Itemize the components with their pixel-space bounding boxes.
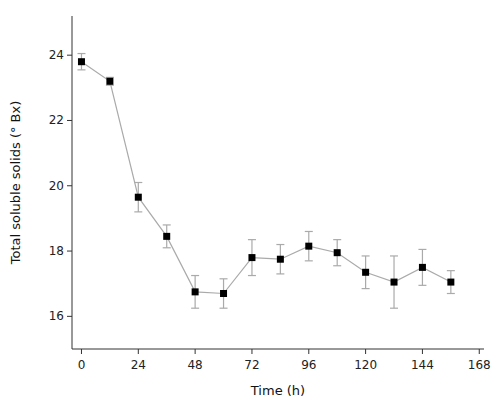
x-tick-label: 0: [78, 358, 86, 372]
error-bar: [77, 54, 85, 70]
error-bar-cap: [447, 270, 455, 271]
error-bar-cap: [77, 69, 85, 70]
error-bar-cap: [220, 278, 228, 279]
data-point: [419, 264, 426, 271]
y-axis-line: [72, 16, 73, 349]
error-bar: [333, 240, 341, 266]
chart-svg: 0 24 48 72 96 120 144 168 16 18 20 22 24 Time (h) Tota…: [0, 0, 500, 411]
error-bar-cap: [191, 275, 199, 276]
y-tick-label: 20: [49, 179, 64, 193]
y-axis-label: Total soluble solids (° Bx): [8, 101, 23, 266]
x-tick: [479, 349, 480, 354]
error-bar: [276, 245, 284, 274]
error-bar: [305, 231, 313, 260]
error-bar: [191, 276, 199, 309]
error-bar: [248, 240, 256, 276]
x-tick: [195, 349, 196, 354]
plot-data: [77, 54, 454, 309]
x-tick: [308, 349, 309, 354]
y-tick: [67, 55, 72, 56]
x-tick: [81, 349, 82, 354]
data-point: [334, 249, 341, 256]
x-tick-label: 168: [468, 358, 491, 372]
error-bar-cap: [220, 308, 228, 309]
data-point: [362, 269, 369, 276]
x-tick-label: 120: [354, 358, 377, 372]
error-bar-cap: [248, 275, 256, 276]
data-point: [447, 279, 454, 286]
y-tick: [67, 316, 72, 317]
error-bar-cap: [276, 244, 284, 245]
data-point: [106, 78, 113, 85]
error-bar: [220, 279, 228, 308]
data-point: [277, 256, 284, 263]
error-bar: [134, 183, 142, 212]
y-tick-label: 16: [49, 309, 64, 323]
x-tick-label: 48: [187, 358, 202, 372]
error-bar: [390, 256, 398, 308]
series-line: [81, 62, 450, 294]
x-axis-label: Time (h): [250, 383, 305, 398]
y-tick: [67, 120, 72, 121]
error-bar-cap: [77, 53, 85, 54]
error-bar: [106, 77, 114, 85]
error-bar-cap: [362, 288, 370, 289]
data-point: [248, 254, 255, 261]
error-bar-cap: [191, 308, 199, 309]
data-point: [305, 243, 312, 250]
data-point: [78, 58, 85, 65]
error-bar-cap: [248, 239, 256, 240]
data-point: [163, 233, 170, 240]
y-tick: [67, 185, 72, 186]
data-point: [135, 194, 142, 201]
y-tick-label: 22: [49, 113, 64, 127]
error-bar: [362, 256, 370, 289]
y-tick-label: 18: [49, 244, 64, 258]
data-point: [192, 288, 199, 295]
x-tick: [251, 349, 252, 354]
error-bar-cap: [276, 273, 284, 274]
error-bar: [163, 225, 171, 248]
x-tick-label: 144: [411, 358, 434, 372]
page: {"chart_data": {"type": "line", "x": [0,…: [0, 0, 500, 411]
error-bar-cap: [362, 255, 370, 256]
x-tick-label: 96: [301, 358, 316, 372]
error-bar: [447, 271, 455, 294]
x-tick-label: 24: [131, 358, 146, 372]
error-bar: [418, 249, 426, 285]
error-bar-cap: [390, 255, 398, 256]
error-bar-cap: [333, 239, 341, 240]
y-tick-label: 24: [49, 48, 64, 62]
error-bar-cap: [134, 182, 142, 183]
y-tick: [67, 251, 72, 252]
error-bar-cap: [305, 260, 313, 261]
x-tick-label: 72: [244, 358, 259, 372]
x-tick: [422, 349, 423, 354]
error-bar-cap: [418, 285, 426, 286]
x-tick: [365, 349, 366, 354]
chart-container: 0 24 48 72 96 120 144 168 16 18 20 22 24 Time (h) Tota…: [0, 0, 500, 411]
error-bar-cap: [333, 265, 341, 266]
error-bar-cap: [305, 231, 313, 232]
data-point: [391, 279, 398, 286]
error-bar-cap: [163, 247, 171, 248]
error-bar-cap: [390, 308, 398, 309]
error-bar-cap: [163, 224, 171, 225]
data-point: [220, 290, 227, 297]
error-bar-cap: [418, 249, 426, 250]
x-tick: [138, 349, 139, 354]
axes: 0 24 48 72 96 120 144 168 16 18 20 22 24: [49, 16, 491, 372]
error-bar-cap: [134, 211, 142, 212]
error-bar-cap: [447, 293, 455, 294]
